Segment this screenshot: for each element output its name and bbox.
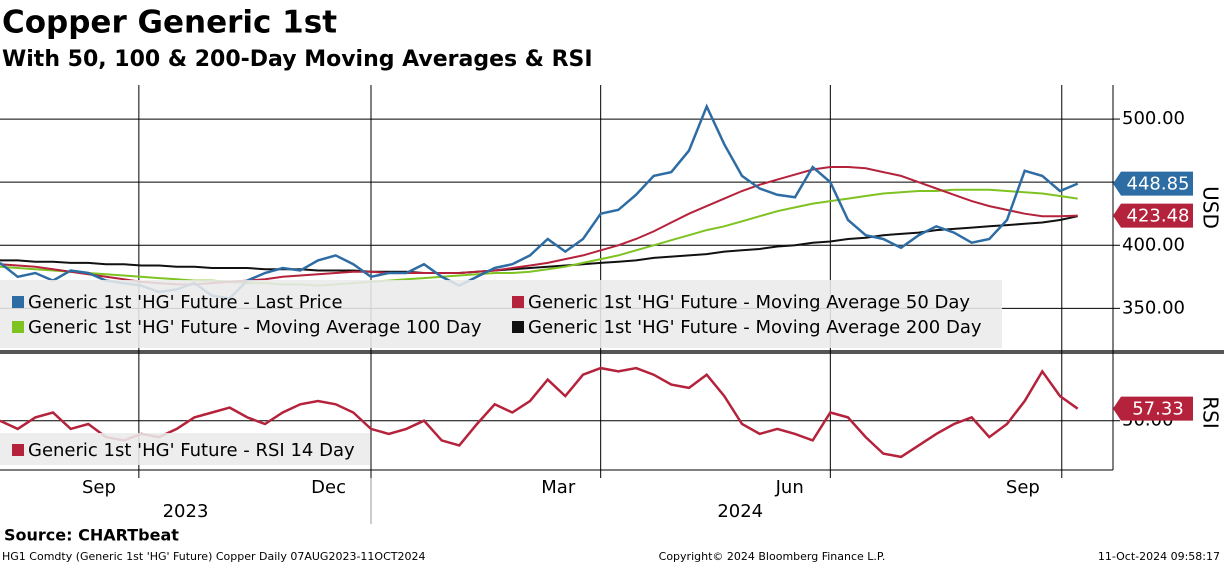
value-tag-label: 448.85: [1127, 174, 1190, 195]
x-tick-label: Sep: [82, 477, 116, 498]
chart-title: Copper Generic 1st: [2, 5, 337, 41]
footer-left: HG1 Comdty (Generic 1st 'HG' Future) Cop…: [2, 550, 425, 563]
year-label: 2024: [717, 501, 763, 522]
series-line: [0, 215, 1078, 274]
y-tick-label: 400.00: [1122, 234, 1185, 255]
series-line: [0, 366, 1079, 459]
legend-label: Generic 1st 'HG' Future - Moving Average…: [28, 317, 482, 338]
legend-swatch: [512, 321, 524, 333]
value-tag: [1113, 171, 1193, 196]
value-tag-label: 423.48: [1127, 206, 1190, 227]
x-tick-label: Dec: [311, 477, 346, 498]
y-axis-label: USD: [1199, 186, 1223, 229]
chart-subtitle: With 50, 100 & 200-Day Moving Averages &…: [2, 47, 593, 72]
source: Source: CHARTbeat: [4, 526, 179, 545]
value-tag-label: 57.33: [1132, 399, 1184, 420]
legend-swatch: [512, 296, 524, 308]
legend-label: Generic 1st 'HG' Future - RSI 14 Day: [28, 440, 355, 461]
value-tag: [1113, 203, 1193, 228]
legend-label: Generic 1st 'HG' Future - Moving Average…: [528, 317, 982, 338]
legend-swatch: [12, 444, 24, 456]
legend-swatch: [12, 296, 24, 308]
legend-swatch: [12, 321, 24, 333]
legend-label: Generic 1st 'HG' Future - Moving Average…: [528, 292, 970, 313]
value-tag: [1113, 396, 1193, 421]
y-axis-label: RSI: [1199, 396, 1223, 429]
legend-box: [0, 433, 370, 465]
legend-box: [0, 280, 1002, 348]
footer-center: Copyright© 2024 Bloomberg Finance L.P.: [659, 550, 886, 563]
y-tick-label: 500.00: [1122, 108, 1185, 129]
x-tick-label: Sep: [1006, 477, 1040, 498]
footer-right: 11-Oct-2024 09:58:17: [1098, 550, 1220, 563]
year-label: 2023: [163, 501, 209, 522]
legend-label: Generic 1st 'HG' Future - Last Price: [28, 292, 343, 313]
series-line: [0, 188, 1078, 287]
y-tick-label: 350.00: [1122, 297, 1185, 318]
x-tick-label: Mar: [541, 477, 576, 498]
panel-separator: [0, 350, 1224, 354]
x-tick-label: Jun: [775, 477, 804, 498]
